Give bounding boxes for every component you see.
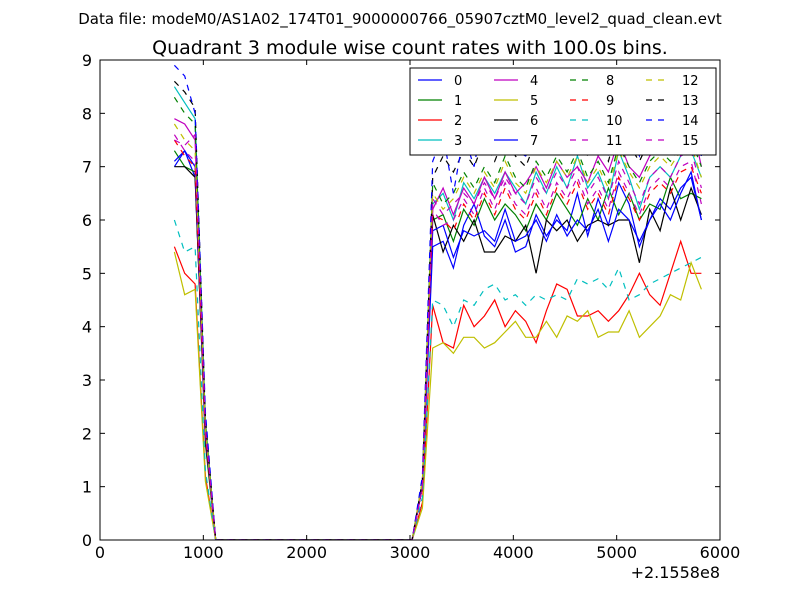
legend-label-1: 1 [454, 94, 462, 109]
legend-label-15: 15 [682, 134, 699, 149]
series-line-12 [173, 123, 702, 540]
x-tick-label: 0 [95, 543, 105, 562]
series-line-4 [174, 117, 702, 540]
series-line-5 [173, 251, 702, 540]
legend-label-8: 8 [606, 74, 614, 89]
legend-label-7: 7 [530, 134, 538, 149]
series-line-10 [173, 219, 702, 540]
y-tick-label: 6 [82, 211, 92, 230]
x-tick-label: 2000 [286, 543, 327, 562]
legend-label-4: 4 [530, 74, 538, 89]
legend-label-10: 10 [606, 114, 623, 129]
legend-label-3: 3 [454, 134, 462, 149]
x-tick-label: 6000 [700, 543, 741, 562]
x-tick-label: 5000 [596, 543, 637, 562]
y-tick-label: 1 [82, 478, 92, 497]
y-tick-label: 9 [82, 51, 92, 70]
plot-lines [173, 64, 702, 540]
legend-label-14: 14 [682, 114, 699, 129]
x-tick-label: 4000 [493, 543, 534, 562]
legend-label-11: 11 [606, 134, 623, 149]
legend-label-9: 9 [606, 94, 614, 109]
series-line-7 [173, 149, 702, 540]
x-tick-label: 1000 [183, 543, 224, 562]
legend-label-2: 2 [454, 114, 462, 129]
legend-label-12: 12 [682, 74, 699, 89]
series-line-2 [173, 239, 702, 540]
chart-title: Quadrant 3 module wise count rates with … [152, 37, 668, 59]
y-tick-label: 0 [82, 531, 92, 550]
legend-label-5: 5 [530, 94, 538, 109]
series-line-0 [173, 149, 702, 540]
x-tick-label: 3000 [390, 543, 431, 562]
legend-label-0: 0 [454, 74, 462, 89]
y-tick-label: 5 [82, 264, 92, 283]
legend-label-6: 6 [530, 114, 538, 129]
y-tick-label: 2 [82, 424, 92, 443]
y-tick-label: 3 [82, 371, 92, 390]
y-tick-label: 4 [82, 318, 92, 337]
y-tick-label: 8 [82, 104, 92, 123]
legend-box [409, 67, 717, 156]
legend-label-13: 13 [682, 94, 699, 109]
series-line-6 [174, 166, 702, 540]
suptitle: Data file: modeM0/AS1A02_174T01_90000007… [78, 10, 722, 29]
x-offset-label: +2.1558e8 [631, 563, 720, 582]
series-line-11 [173, 134, 702, 540]
y-tick-label: 7 [82, 158, 92, 177]
